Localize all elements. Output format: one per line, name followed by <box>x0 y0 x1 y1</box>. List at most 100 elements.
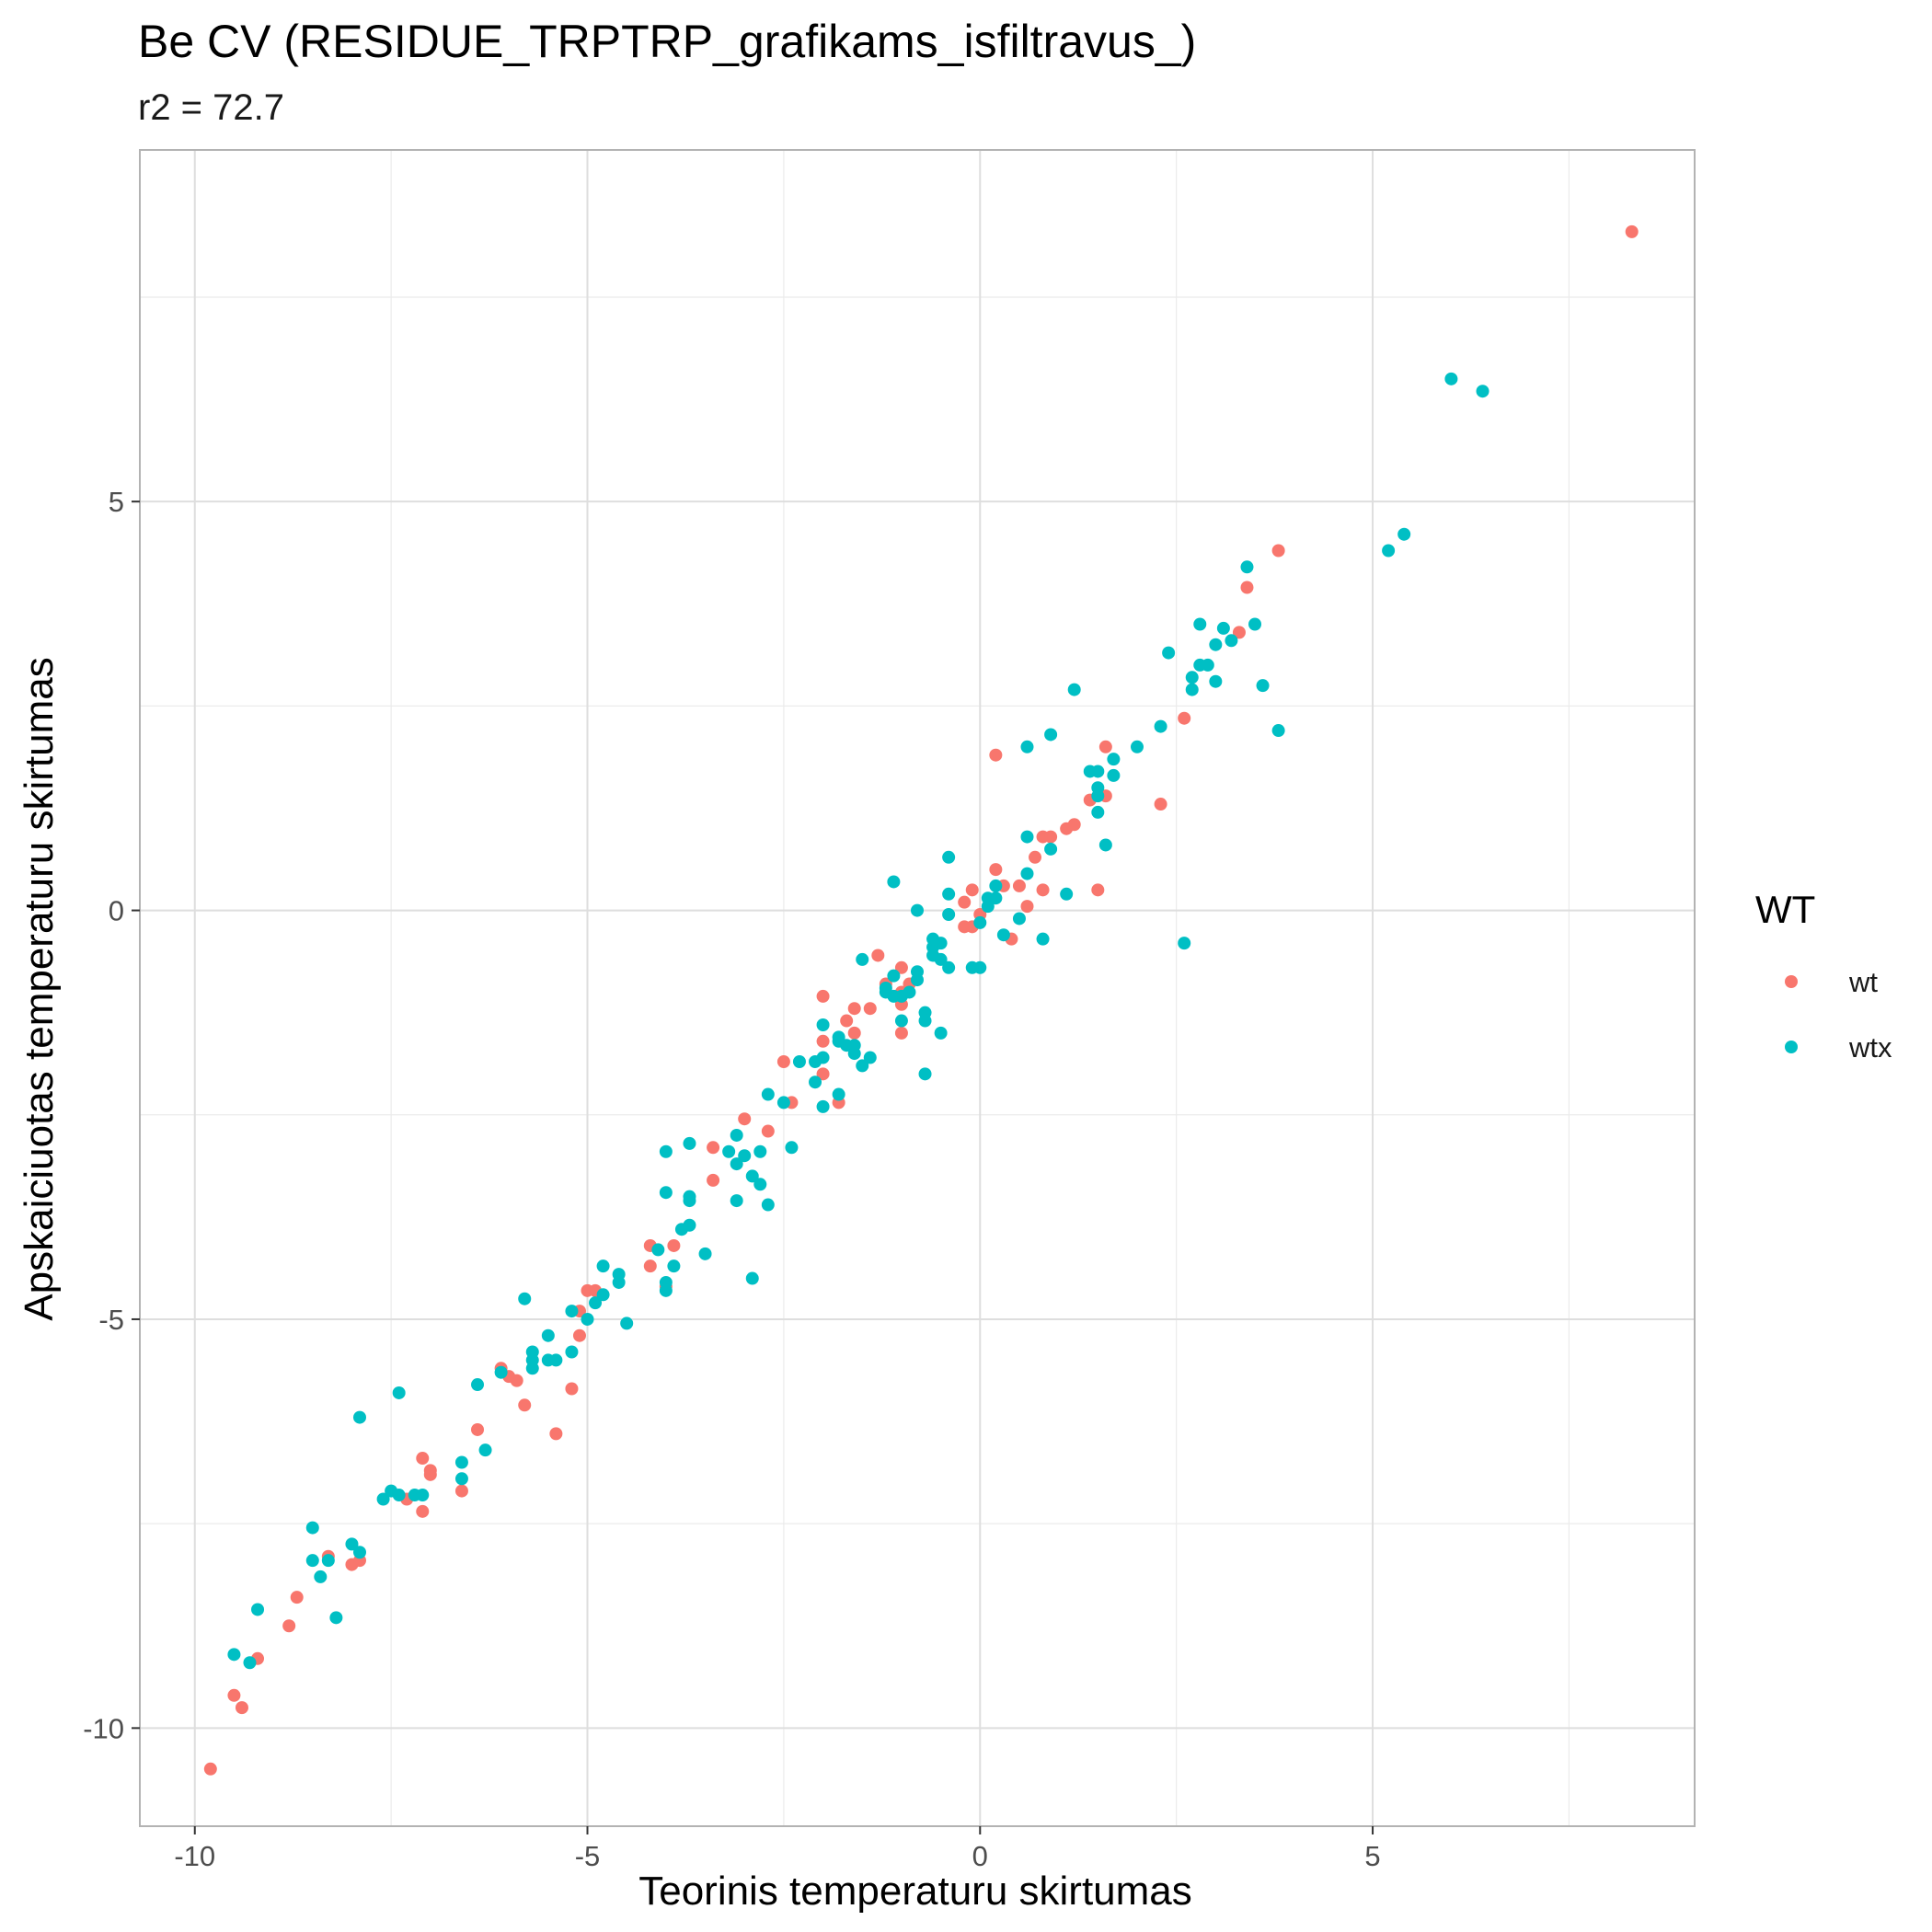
data-point-wtx <box>353 1411 366 1424</box>
major-gridlines <box>140 150 1695 1826</box>
data-point-wtx <box>942 888 955 901</box>
series-wt <box>204 225 1639 1776</box>
data-point-wt <box>1099 741 1112 753</box>
data-point-wtx <box>942 961 955 974</box>
data-point-wtx <box>973 916 986 929</box>
data-point-wtx <box>565 1305 578 1317</box>
data-point-wt <box>840 1015 853 1028</box>
data-point-wtx <box>1107 753 1120 765</box>
data-point-wtx <box>353 1546 366 1558</box>
data-point-wtx <box>942 851 955 864</box>
data-point-wtx <box>997 928 1010 941</box>
data-point-wtx <box>919 1067 932 1080</box>
data-point-wt <box>1626 225 1639 238</box>
data-point-wt <box>227 1689 240 1702</box>
data-point-wtx <box>1099 838 1112 851</box>
data-point-wt <box>291 1591 304 1604</box>
data-point-wt <box>848 1002 861 1015</box>
data-point-wtx <box>455 1455 468 1468</box>
data-point-wtx <box>1107 769 1120 782</box>
data-point-wtx <box>1091 765 1104 777</box>
plot-panel-border <box>140 150 1695 1826</box>
data-point-wtx <box>1060 888 1073 901</box>
data-point-wtx <box>856 953 868 966</box>
data-point-wtx <box>683 1137 696 1150</box>
data-point-wtx <box>393 1386 406 1399</box>
data-point-wtx <box>911 904 924 917</box>
data-point-wt <box>871 949 884 961</box>
data-point-wtx <box>660 1284 673 1297</box>
data-point-wtx <box>227 1648 240 1661</box>
chart-subtitle: r2 = 72.7 <box>138 87 284 128</box>
data-point-wtx <box>809 1075 822 1088</box>
data-point-wtx <box>1240 560 1253 573</box>
data-point-wt <box>1068 818 1081 831</box>
data-point-wtx <box>455 1472 468 1485</box>
data-point-wtx <box>651 1243 664 1256</box>
x-tick-label: 5 <box>1364 1840 1380 1872</box>
data-point-wtx <box>942 908 955 921</box>
data-point-wtx <box>613 1268 626 1281</box>
data-point-wtx <box>1068 684 1081 696</box>
data-point-wtx <box>989 880 1002 892</box>
data-point-wt <box>989 749 1002 762</box>
data-point-wt <box>549 1427 562 1440</box>
data-point-wtx <box>919 1015 932 1028</box>
data-point-wt <box>864 1002 877 1015</box>
data-point-wt <box>817 1035 830 1048</box>
data-point-wt <box>416 1452 429 1465</box>
data-point-wtx <box>730 1129 743 1142</box>
data-point-wtx <box>518 1293 531 1305</box>
data-point-wtx <box>565 1346 578 1359</box>
data-point-wt <box>1240 581 1253 593</box>
data-point-wtx <box>314 1570 327 1583</box>
data-point-wt <box>1178 712 1190 725</box>
y-tick-label: -10 <box>83 1712 124 1744</box>
x-axis-title: Teorinis temperaturu skirtumas <box>638 1869 1192 1914</box>
data-point-wtx <box>479 1443 492 1456</box>
data-point-wt <box>848 1027 861 1040</box>
data-point-wtx <box>620 1317 633 1329</box>
y-axis-title: Apskaiciuotas temperaturu skirtumas <box>17 657 62 1320</box>
data-point-wtx <box>329 1611 342 1624</box>
data-point-wtx <box>793 1055 806 1068</box>
data-point-wtx <box>722 1145 735 1158</box>
data-point-wt <box>424 1464 437 1477</box>
x-axis-ticks: -10 -5 0 5 <box>174 1826 1380 1872</box>
data-point-wt <box>455 1485 468 1498</box>
y-tick-label: 0 <box>109 895 124 927</box>
data-point-wtx <box>738 1149 751 1162</box>
legend-label-wtx: wtx <box>1848 1031 1892 1064</box>
x-tick-label: -5 <box>575 1840 601 1872</box>
data-point-wt <box>707 1174 719 1187</box>
data-point-wt <box>1155 798 1167 811</box>
data-point-wtx <box>817 1052 830 1064</box>
y-tick-label: 5 <box>109 486 124 518</box>
data-point-wtx <box>1091 806 1104 819</box>
data-point-wtx <box>911 973 924 986</box>
data-point-wtx <box>746 1272 759 1285</box>
data-point-wtx <box>895 1015 908 1028</box>
data-point-wtx <box>1217 622 1230 635</box>
data-point-wtx <box>935 1027 948 1040</box>
x-tick-label: -10 <box>174 1840 215 1872</box>
data-point-wt <box>738 1112 751 1125</box>
data-point-wt <box>565 1383 578 1396</box>
data-point-wtx <box>306 1522 319 1535</box>
data-point-wt <box>817 990 830 1003</box>
data-point-wt <box>777 1055 790 1068</box>
data-point-wtx <box>1397 528 1410 541</box>
data-point-wtx <box>973 961 986 974</box>
data-point-wtx <box>1225 634 1237 647</box>
data-point-wtx <box>581 1313 594 1326</box>
chart-title: Be CV (RESIDUE_TRPTRP_grafikams_isfiltra… <box>138 16 1196 67</box>
data-point-wt <box>1013 880 1026 892</box>
data-point-wt <box>511 1374 523 1387</box>
data-point-wtx <box>416 1489 429 1501</box>
data-point-wt <box>958 896 971 909</box>
data-point-wtx <box>785 1141 798 1154</box>
data-points <box>204 225 1639 1776</box>
series-wtx <box>227 373 1489 1669</box>
data-point-wtx <box>864 1052 877 1064</box>
